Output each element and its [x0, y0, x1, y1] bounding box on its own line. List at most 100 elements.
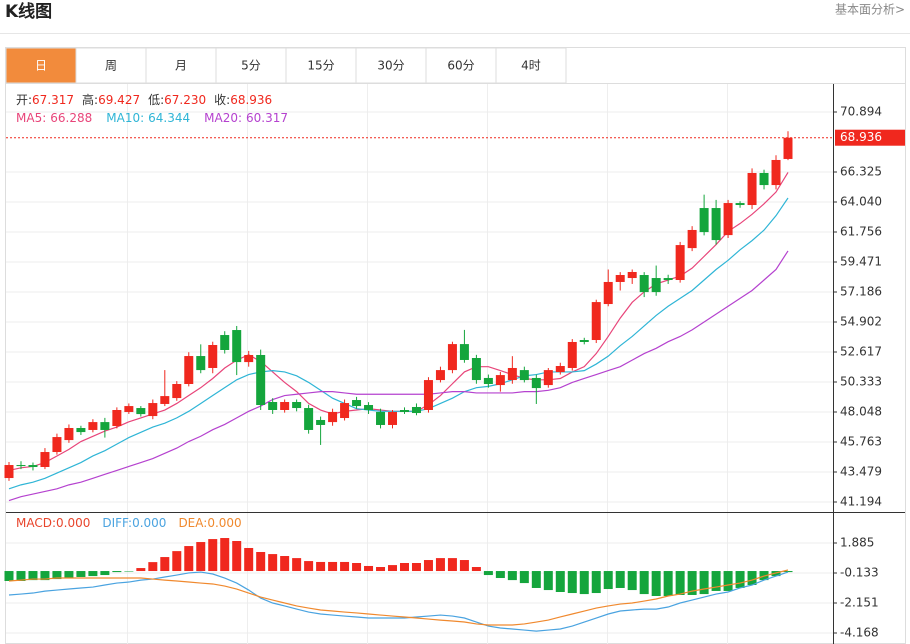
candle-body	[759, 172, 769, 186]
macd-bar	[651, 571, 661, 597]
macd-bar	[16, 571, 26, 581]
macd-bar	[220, 538, 230, 572]
macd-bar	[28, 571, 38, 581]
legend-value: 66.288	[50, 111, 92, 125]
macd-bar	[88, 571, 98, 577]
legend-name: MACD:	[16, 516, 56, 530]
tab[interactable]	[5, 47, 77, 84]
tab-label[interactable]: 30分	[377, 59, 404, 73]
readout-value: 67.230	[164, 93, 206, 107]
tab-label[interactable]: 5分	[241, 59, 261, 73]
candle-body	[711, 208, 721, 241]
candle-body	[735, 203, 745, 206]
ma-line	[8, 250, 789, 502]
y-tick-label: -4.168	[840, 625, 879, 639]
macd-bar	[100, 571, 110, 576]
candle-body	[471, 358, 481, 381]
y-tick-label: 48.048	[840, 405, 882, 419]
macd-bar	[471, 567, 481, 572]
macd-bar	[603, 571, 613, 590]
legend-value: 0.000	[207, 516, 241, 530]
candle-body	[364, 405, 374, 411]
y-tick-label: 43.479	[840, 465, 882, 479]
tab-label[interactable]: 15分	[307, 59, 334, 73]
macd-bar	[675, 571, 685, 595]
macd-bar	[507, 571, 517, 581]
candle-body	[627, 271, 637, 279]
candle-body	[388, 411, 398, 425]
macd-bar	[735, 571, 745, 588]
candle-body	[196, 356, 206, 371]
tab[interactable]	[75, 47, 147, 84]
y-tick-label: -2.151	[840, 596, 879, 610]
y-tick-label: 64.040	[840, 195, 882, 209]
candle-body	[483, 377, 493, 385]
y-tick-label: 1.885	[840, 536, 874, 550]
readout-value: 68.936	[230, 93, 272, 107]
y-tick-label: 61.756	[840, 224, 882, 238]
y-tick-label: 41.194	[840, 495, 882, 509]
legend-value: 0.000	[56, 516, 90, 530]
candle-body	[747, 172, 757, 206]
macd-bar	[495, 571, 505, 579]
candle-body	[52, 437, 62, 453]
macd-bar	[376, 567, 386, 572]
legend-name: MA20:	[204, 111, 242, 125]
tab-label[interactable]: 周	[105, 59, 117, 73]
tab[interactable]	[355, 47, 427, 84]
candle-body	[232, 330, 242, 363]
candle-body	[519, 370, 529, 381]
candle-body	[531, 377, 541, 389]
macd-bar	[112, 571, 122, 573]
candle-body	[76, 427, 86, 433]
macd-bar	[615, 571, 625, 588]
y-tick-label: 70.894	[840, 104, 882, 118]
tab[interactable]	[215, 47, 287, 84]
candle-body	[112, 410, 122, 427]
macd-bar	[52, 571, 62, 580]
candle-body	[376, 411, 386, 425]
candle-body	[423, 380, 433, 411]
macd-bar	[208, 539, 218, 572]
candle-body	[172, 384, 182, 399]
candle-body	[40, 452, 50, 467]
tab-label[interactable]: 60分	[447, 59, 474, 73]
y-tick-label: 52.617	[840, 345, 882, 359]
candle-body	[316, 419, 326, 425]
candle-body	[783, 137, 793, 159]
macd-bar	[292, 558, 302, 572]
candle-body	[459, 344, 469, 360]
readout-name: 收:	[214, 93, 230, 107]
readout-name: 低:	[148, 93, 164, 107]
candle-body	[28, 465, 38, 467]
tab-label[interactable]: 月	[175, 59, 187, 73]
macd-bar	[783, 571, 793, 573]
macd-bar	[723, 571, 733, 591]
tab-label[interactable]: 日	[35, 59, 47, 73]
legend-name: DEA:	[178, 516, 207, 530]
macd-bar	[483, 571, 493, 576]
macd-bar	[627, 571, 637, 591]
candle-body	[651, 278, 661, 293]
macd-bar	[639, 571, 649, 595]
macd-line	[8, 569, 789, 626]
macd-bar	[160, 557, 170, 572]
candle-body	[88, 422, 98, 430]
candle-body	[447, 344, 457, 371]
readout-value: 67.317	[32, 93, 74, 107]
legend-name: DIFF:	[102, 516, 132, 530]
tab[interactable]	[495, 47, 567, 84]
macd-bar	[76, 571, 86, 577]
analysis-link[interactable]: 基本面分析>	[835, 3, 905, 17]
macd-bar	[579, 571, 589, 595]
macd-bar	[64, 571, 74, 579]
vertical-grid	[127, 84, 728, 644]
candle-body	[4, 465, 14, 479]
y-tick-label: -0.133	[840, 566, 879, 580]
tab-label[interactable]: 4时	[521, 59, 541, 73]
candle-body	[292, 401, 302, 409]
macd-bar	[124, 571, 134, 572]
macd-bar	[316, 561, 326, 572]
macd-bar	[531, 571, 541, 588]
